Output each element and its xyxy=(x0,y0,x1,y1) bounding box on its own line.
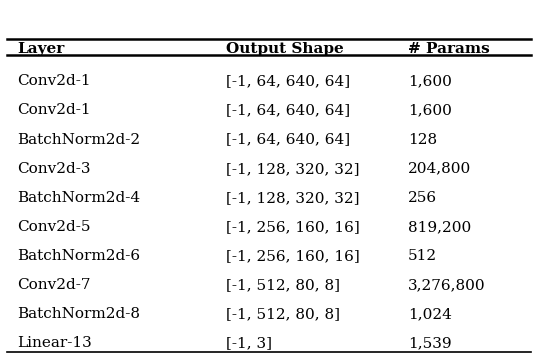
Text: Layer: Layer xyxy=(17,42,65,56)
Text: 1,024: 1,024 xyxy=(408,307,452,321)
Text: Conv2d-7: Conv2d-7 xyxy=(17,278,91,292)
Text: Linear-13: Linear-13 xyxy=(17,337,92,350)
Text: BatchNorm2d-8: BatchNorm2d-8 xyxy=(17,307,140,321)
Text: Conv2d-1: Conv2d-1 xyxy=(17,103,91,117)
Text: # Params: # Params xyxy=(408,42,490,56)
Text: 512: 512 xyxy=(408,249,437,263)
Text: [-1, 64, 640, 64]: [-1, 64, 640, 64] xyxy=(226,103,350,117)
Text: 204,800: 204,800 xyxy=(408,162,471,176)
Text: BatchNorm2d-2: BatchNorm2d-2 xyxy=(17,132,140,146)
Text: 1,600: 1,600 xyxy=(408,74,452,88)
Text: Conv2d-5: Conv2d-5 xyxy=(17,220,91,234)
Text: [-1, 256, 160, 16]: [-1, 256, 160, 16] xyxy=(226,220,360,234)
Text: 819,200: 819,200 xyxy=(408,220,471,234)
Text: Conv2d-3: Conv2d-3 xyxy=(17,162,91,176)
Text: Conv2d-1: Conv2d-1 xyxy=(17,74,91,88)
Text: [-1, 512, 80, 8]: [-1, 512, 80, 8] xyxy=(226,307,340,321)
Text: 1,600: 1,600 xyxy=(408,103,452,117)
Text: 3,276,800: 3,276,800 xyxy=(408,278,486,292)
Text: [-1, 64, 640, 64]: [-1, 64, 640, 64] xyxy=(226,74,350,88)
Text: [-1, 256, 160, 16]: [-1, 256, 160, 16] xyxy=(226,249,360,263)
Text: BatchNorm2d-6: BatchNorm2d-6 xyxy=(17,249,140,263)
Text: 1,539: 1,539 xyxy=(408,337,452,350)
Text: Output Shape: Output Shape xyxy=(226,42,344,56)
Text: [-1, 128, 320, 32]: [-1, 128, 320, 32] xyxy=(226,191,360,205)
Text: [-1, 128, 320, 32]: [-1, 128, 320, 32] xyxy=(226,162,360,176)
Text: [-1, 3]: [-1, 3] xyxy=(226,337,272,350)
Text: BatchNorm2d-4: BatchNorm2d-4 xyxy=(17,191,140,205)
Text: 128: 128 xyxy=(408,132,437,146)
Text: [-1, 512, 80, 8]: [-1, 512, 80, 8] xyxy=(226,278,340,292)
Text: 256: 256 xyxy=(408,191,437,205)
Text: [-1, 64, 640, 64]: [-1, 64, 640, 64] xyxy=(226,132,350,146)
